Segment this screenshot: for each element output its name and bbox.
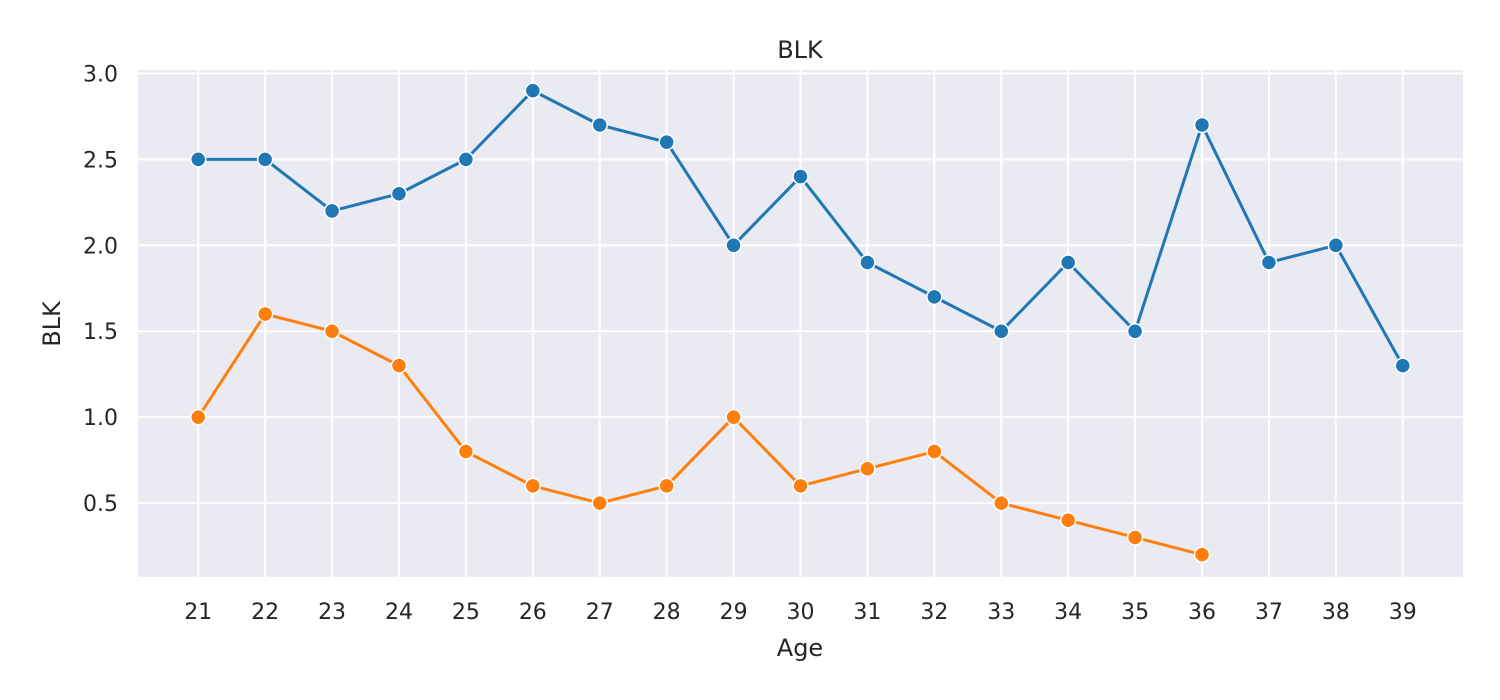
series-1-point: [1327, 237, 1345, 254]
series-1-point: [1126, 322, 1144, 340]
x-tick-label: 34: [1054, 600, 1082, 625]
series-1-point: [1394, 357, 1412, 374]
series-1-point: [323, 202, 341, 220]
x-tick-label: 23: [318, 600, 346, 625]
x-tick-label: 25: [452, 600, 480, 625]
series-2-point: [524, 477, 542, 495]
series-2-point: [189, 408, 207, 426]
series-2-point: [926, 443, 943, 460]
series-2-point: [256, 305, 274, 323]
series-2-point: [993, 494, 1010, 512]
x-tick-label: 35: [1121, 600, 1149, 625]
series-2-point: [1126, 529, 1144, 546]
x-tick-label: 36: [1188, 600, 1216, 625]
series-1-point: [1193, 116, 1211, 134]
x-tick-label: 39: [1389, 600, 1417, 625]
series-1-point: [926, 288, 943, 306]
series-line-2: [196, 312, 1204, 557]
y-tick-labels: 0.5 1.0 1.5 2.0 2.5 3.0: [83, 62, 118, 517]
series-1-point: [993, 322, 1010, 340]
x-tick-label: 24: [385, 600, 413, 625]
x-tick-labels: 21 22 23 24 25 26 27 28 29 30 31 32 33 34 35 36 37 38 39: [184, 600, 1417, 625]
x-tick-label: 29: [720, 600, 748, 625]
x-tick-label: 30: [787, 600, 815, 625]
series-1-point: [859, 254, 876, 271]
x-tick-label: 31: [853, 600, 881, 625]
x-tick-label: 37: [1255, 600, 1283, 625]
series-1-point: [658, 133, 675, 151]
series-1-point: [390, 185, 408, 202]
x-tick-label: 28: [653, 600, 681, 625]
x-tick-label: 22: [251, 600, 279, 625]
x-tick-label: 33: [987, 600, 1015, 625]
y-tick-label: 1.0: [83, 406, 118, 431]
series-2-point: [457, 443, 475, 460]
x-tick-label: 32: [920, 600, 948, 625]
series-2-point: [323, 322, 341, 340]
series-1-point: [1260, 254, 1278, 271]
series-2-point: [1059, 512, 1077, 529]
series-1-point: [457, 151, 475, 168]
series-1-point: [189, 151, 207, 168]
x-tick-label: 27: [586, 600, 614, 625]
chart-title: BLK: [777, 36, 824, 64]
series-1-point: [1059, 254, 1077, 271]
series-1-point: [792, 168, 809, 185]
series-2-point: [792, 477, 809, 495]
y-tick-label: 3.0: [83, 62, 118, 87]
x-tick-label: 21: [184, 600, 212, 625]
y-tick-label: 2.5: [83, 148, 118, 173]
x-axis-label: Age: [777, 634, 823, 662]
series-1-point: [256, 151, 274, 168]
series-2-point: [1193, 546, 1211, 563]
series-2-point: [591, 494, 608, 512]
series-2-point: [859, 460, 876, 477]
series-1-point: [725, 237, 742, 254]
x-tick-label: 38: [1322, 600, 1350, 625]
series-points: [189, 82, 1412, 563]
series-2-point: [658, 477, 675, 495]
y-tick-label: 0.5: [83, 492, 118, 517]
y-tick-label: 2.0: [83, 234, 118, 259]
y-axis-label: BLK: [38, 300, 66, 347]
series-1-point: [591, 116, 608, 134]
series-2-point: [725, 408, 742, 426]
series-2-point: [390, 357, 408, 374]
series-1-point: [524, 82, 542, 99]
x-tick-label: 26: [519, 600, 547, 625]
y-tick-label: 1.5: [83, 320, 118, 345]
